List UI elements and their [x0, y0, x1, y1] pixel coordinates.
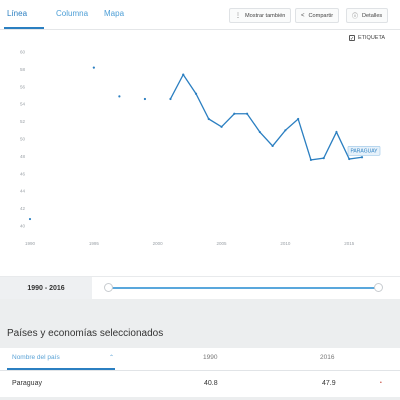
tabs-divider [0, 29, 400, 30]
active-tab-indicator [4, 27, 44, 29]
x-tick-label: 1990 [25, 241, 36, 246]
end-value: 47.9 [322, 380, 336, 387]
table-row: Paraguay 40.8 47.9 • [0, 371, 400, 397]
data-point[interactable] [92, 66, 95, 69]
data-point[interactable] [220, 125, 223, 128]
data-point[interactable] [284, 129, 287, 132]
y-tick-label: 48 [20, 154, 26, 159]
y-tick-label: 52 [20, 119, 26, 124]
view-tabs: Línea Columna Mapa ⋮ Mostrar también < C… [0, 0, 400, 30]
tab-column[interactable]: Columna [56, 9, 89, 18]
series-line [169, 73, 363, 161]
data-point[interactable] [182, 73, 185, 76]
share-label: Compartir [308, 12, 334, 19]
data-point[interactable] [309, 158, 313, 161]
range-end-handle[interactable] [374, 283, 383, 292]
vertical-dots-icon: ⋮ [235, 13, 241, 19]
x-tick-label: 2000 [153, 241, 164, 246]
show-also-button[interactable]: ⋮ Mostrar también [229, 8, 292, 23]
column-header-start-year[interactable]: 1990 [203, 354, 218, 361]
x-tick-label: 1995 [89, 241, 100, 246]
checkbox-icon[interactable]: ✓ [349, 35, 355, 42]
data-point[interactable] [348, 157, 351, 161]
column-header-end-year[interactable]: 2016 [320, 354, 335, 361]
tab-map[interactable]: Mapa [104, 9, 125, 18]
series-label-box [347, 145, 381, 156]
tab-line[interactable]: Línea [7, 9, 28, 18]
series-label: PARAGUAY [350, 148, 378, 154]
x-tick-label: 2015 [344, 241, 355, 246]
data-point[interactable] [322, 157, 325, 160]
data-point[interactable] [360, 156, 364, 159]
sort-chevron-icon[interactable]: ⌃ [109, 355, 115, 361]
range-slider-bar: 1990 - 2016 [0, 276, 400, 299]
country-name: Paraguay [12, 380, 42, 387]
data-point[interactable] [335, 130, 338, 134]
line-chart: 40 42 44 46 48 50 52 54 56 58 60 1990 1995 2000 2005 20… [20, 50, 381, 246]
data-point[interactable] [194, 92, 198, 95]
y-tick-label: 56 [20, 84, 26, 89]
data-point[interactable] [245, 112, 249, 115]
details-button[interactable]: ⓘ Detalles [346, 8, 389, 23]
y-tick-label: 46 [20, 171, 26, 176]
data-point[interactable] [169, 97, 172, 101]
chart-panel: Línea Columna Mapa ⋮ Mostrar también < C… [0, 0, 400, 276]
y-tick-label: 54 [20, 102, 26, 107]
y-tick-label: 60 [20, 50, 26, 55]
label-toggle-text: ETIQUETA [358, 35, 386, 41]
data-point[interactable] [258, 130, 261, 134]
row-marker-icon: • [380, 380, 382, 386]
data-point[interactable] [271, 144, 274, 148]
share-button[interactable]: < Compartir [295, 8, 340, 23]
range-label: 1990 - 2016 [0, 277, 92, 299]
y-tick-label: 58 [20, 67, 26, 72]
y-tick-label: 42 [20, 206, 26, 211]
y-tick-label: 50 [20, 137, 26, 142]
show-also-label: Mostrar también [245, 12, 286, 19]
share-icon: < [301, 12, 305, 19]
table-header: Nombre del país ⌃ 1990 2016 [0, 348, 400, 371]
y-tick-label: 44 [20, 189, 26, 194]
data-point[interactable] [143, 97, 147, 101]
column-header-country[interactable]: Nombre del país [12, 354, 60, 361]
y-tick-label: 40 [20, 224, 26, 229]
x-tick-label: 2010 [280, 241, 291, 246]
label-toggle[interactable]: ✓ ETIQUETA [349, 35, 386, 42]
data-point[interactable] [297, 117, 300, 121]
data-point[interactable] [118, 95, 121, 98]
x-tick-label: 2005 [217, 241, 228, 246]
sorted-column-indicator [7, 368, 115, 370]
info-icon: ⓘ [352, 14, 359, 20]
range-track[interactable] [108, 287, 378, 289]
data-point[interactable] [28, 217, 32, 221]
range-start-handle[interactable] [104, 283, 113, 292]
section-title: Países y economías seleccionados [7, 328, 164, 339]
details-label: Detalles [362, 12, 383, 19]
data-point[interactable] [233, 112, 236, 115]
start-value: 40.8 [204, 380, 218, 387]
data-point[interactable] [207, 117, 210, 121]
